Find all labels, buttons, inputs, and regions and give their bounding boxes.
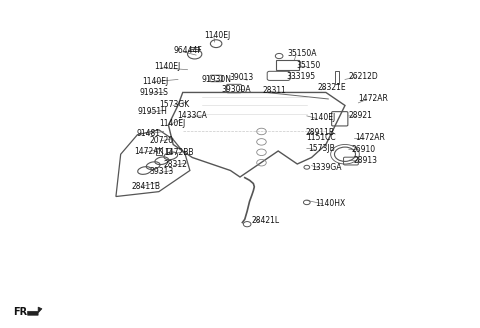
Bar xyxy=(336,71,339,84)
Bar xyxy=(190,47,199,51)
Text: 1433CA: 1433CA xyxy=(177,112,207,120)
Text: 28421L: 28421L xyxy=(252,216,280,225)
Text: 91951H: 91951H xyxy=(138,108,168,116)
Text: 1573JB: 1573JB xyxy=(308,144,335,153)
Text: 1472AR: 1472AR xyxy=(359,94,388,103)
Polygon shape xyxy=(28,307,42,315)
Text: 26910: 26910 xyxy=(352,145,376,154)
Text: 39313: 39313 xyxy=(149,167,174,176)
Text: 1140HX: 1140HX xyxy=(315,198,346,208)
Text: 1140EJ: 1140EJ xyxy=(309,113,335,122)
Text: 28411B: 28411B xyxy=(131,182,160,191)
Text: 1573GK: 1573GK xyxy=(159,100,189,109)
Text: 1472AR: 1472AR xyxy=(356,133,385,142)
Text: 28913: 28913 xyxy=(354,156,378,165)
Text: 1151CC: 1151CC xyxy=(306,133,336,142)
Text: 28311: 28311 xyxy=(263,86,287,95)
Text: 1472AK: 1472AK xyxy=(134,148,164,156)
Text: 35150: 35150 xyxy=(296,61,321,70)
Text: 1140EJ: 1140EJ xyxy=(159,119,185,128)
Text: 26212D: 26212D xyxy=(349,72,379,81)
Text: 96444F: 96444F xyxy=(173,46,202,55)
Text: 333195: 333195 xyxy=(287,72,316,81)
Text: 1140EJ: 1140EJ xyxy=(204,31,230,40)
Text: 20720: 20720 xyxy=(149,136,173,145)
Text: 28911B: 28911B xyxy=(306,128,335,137)
Text: FR.: FR. xyxy=(13,307,31,317)
Text: 35150A: 35150A xyxy=(288,49,317,58)
Bar xyxy=(166,148,171,154)
Text: 1140EJ: 1140EJ xyxy=(154,62,180,71)
Text: 39013: 39013 xyxy=(229,73,254,82)
Text: 1472BB: 1472BB xyxy=(165,148,194,157)
Text: 1140EJ: 1140EJ xyxy=(142,76,168,86)
Text: 91481: 91481 xyxy=(137,129,161,138)
Text: 28321E: 28321E xyxy=(317,83,346,92)
Text: 91930N: 91930N xyxy=(202,75,232,84)
Text: 91931S: 91931S xyxy=(140,88,168,97)
Bar xyxy=(156,148,162,155)
Text: 1339GA: 1339GA xyxy=(312,163,342,172)
Text: 28921: 28921 xyxy=(349,112,372,120)
Text: 39300A: 39300A xyxy=(222,85,252,94)
Bar xyxy=(276,60,299,70)
Text: 28312: 28312 xyxy=(164,160,188,170)
